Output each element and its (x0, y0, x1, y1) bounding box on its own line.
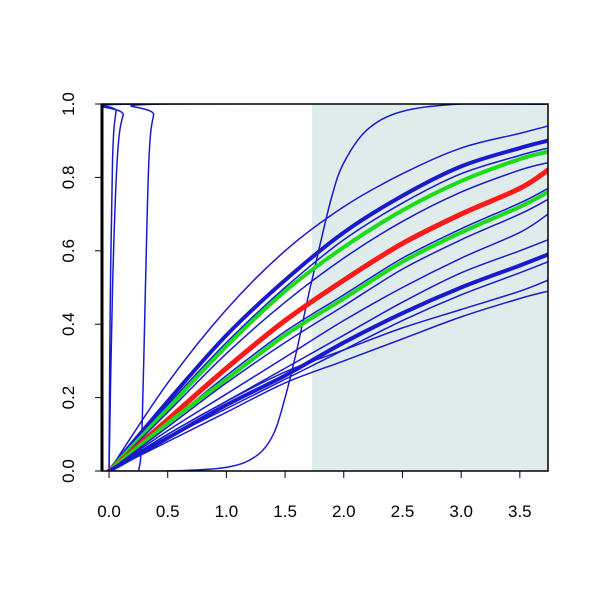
y-tick-label: 0.0 (59, 459, 78, 483)
series-line-5 (108, 125, 548, 471)
x-tick-label: 3.0 (449, 502, 473, 521)
x-tick-label: 2.5 (391, 502, 415, 521)
series-line-18 (108, 279, 548, 471)
series-line-4 (108, 104, 548, 471)
y-tick-label: 0.4 (59, 312, 78, 336)
series-line-9 (108, 161, 548, 471)
x-tick-label: 1.5 (273, 502, 297, 521)
x-axis: 0.0 0.5 1.0 1.5 2.0 2.5 3.0 3.5 (97, 471, 532, 521)
series-line-12 (107, 190, 548, 471)
series-line-13 (108, 198, 548, 471)
series-line-6 (107, 138, 548, 471)
series-line-14 (108, 213, 548, 471)
series-line-2 (102, 104, 548, 471)
plot-frame (100, 103, 549, 472)
x-tick-label: 3.5 (508, 502, 532, 521)
y-axis: 0.0 0.2 0.4 0.6 0.8 1.0 (59, 92, 102, 483)
series-line-1 (102, 104, 548, 471)
series-line-3 (130, 104, 548, 471)
x-tick-label: 0.5 (156, 502, 180, 521)
y-tick-label: 0.2 (59, 386, 78, 410)
series-lines (102, 104, 548, 471)
series-line-19 (108, 290, 548, 471)
y-tick-label: 0.6 (59, 239, 78, 263)
x-tick-label: 1.0 (215, 502, 239, 521)
y-tick-label: 0.8 (59, 166, 78, 190)
series-line-10 (106, 167, 548, 471)
series-line-8 (107, 149, 548, 471)
y-tick-label: 1.0 (59, 92, 78, 116)
x-tick-label: 0.0 (97, 502, 121, 521)
series-line-7 (108, 147, 548, 471)
x-tick-label: 2.0 (332, 502, 356, 521)
